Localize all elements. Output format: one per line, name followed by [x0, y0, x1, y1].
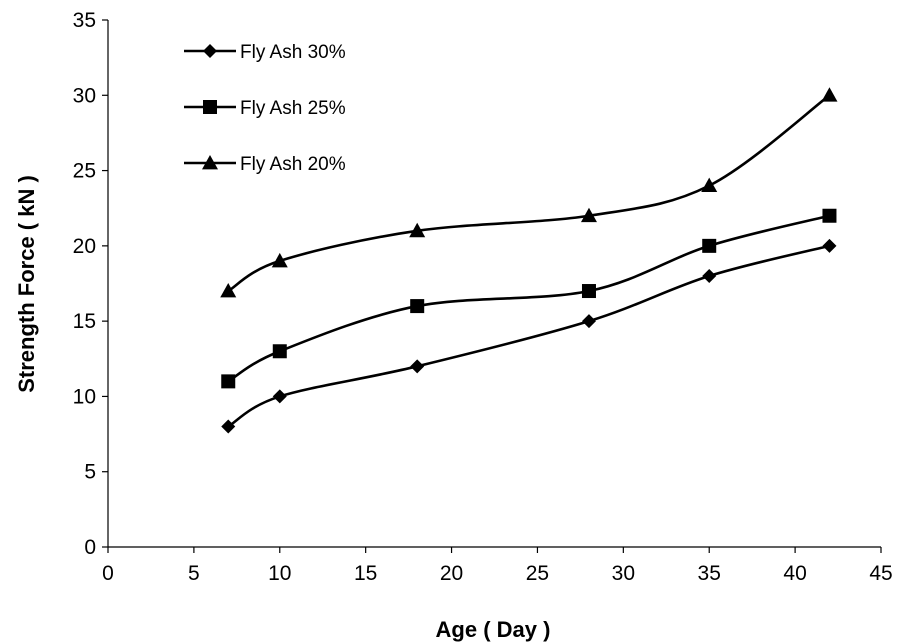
series-line [227, 214, 830, 383]
data-point [702, 238, 717, 253]
data-point [822, 208, 837, 223]
series-line [227, 94, 831, 293]
x-tick-label: 0 [102, 562, 114, 585]
data-point [271, 252, 288, 268]
x-tick-label: 30 [612, 562, 635, 585]
data-point [580, 207, 597, 223]
data-point [581, 314, 596, 329]
series-1 [221, 238, 837, 434]
y-tick-label: 0 [84, 536, 96, 559]
data-point [821, 87, 838, 102]
x-tick-label: 15 [354, 562, 377, 585]
y-tick-label: 10 [73, 385, 96, 408]
series-2 [221, 208, 837, 389]
x-tick-label: 25 [526, 562, 549, 585]
y-tick-label: 25 [73, 160, 96, 183]
x-tick-label: 40 [783, 562, 806, 585]
axes: 0 5 10 15 20 25 30 35 0 5 10 15 20 25 30 35 40 45 [73, 9, 893, 585]
legend-marker [203, 44, 217, 58]
data-point [220, 283, 237, 298]
data-point [410, 299, 425, 314]
series-group [220, 87, 838, 434]
data-point [272, 344, 287, 359]
legend-label: Fly Ash 30% [240, 42, 346, 63]
y-tick-label: 15 [73, 310, 96, 333]
data-point [410, 359, 425, 374]
legend-marker [203, 100, 217, 114]
y-axis-title: Strength Force ( kN ) [14, 175, 39, 393]
data-point [822, 238, 837, 253]
legend-entry: Fly Ash 30% [184, 42, 346, 63]
y-tick-label: 30 [73, 84, 96, 107]
legend-entry: Fly Ash 20% [184, 154, 346, 175]
legend-label: Fly Ash 20% [240, 154, 346, 175]
x-tick-label: 35 [698, 562, 721, 585]
legend-marker [202, 155, 218, 170]
y-tick-label: 5 [84, 461, 96, 484]
legend-entry: Fly Ash 25% [184, 98, 346, 119]
series-3 [220, 87, 838, 298]
data-point [272, 389, 287, 404]
y-tick-label: 20 [73, 235, 96, 258]
legend: Fly Ash 30% Fly Ash 25% Fly Ash 20% [184, 42, 346, 175]
x-tick-label: 20 [440, 562, 463, 585]
data-point [581, 284, 596, 299]
x-tick-label: 10 [268, 562, 291, 585]
y-tick-label: 35 [73, 9, 96, 32]
data-point [221, 374, 236, 389]
data-point [702, 268, 717, 283]
data-point [701, 177, 718, 193]
x-tick-label: 5 [188, 562, 200, 585]
data-point [221, 419, 236, 434]
legend-label: Fly Ash 25% [240, 98, 346, 119]
x-axis-title: Age ( Day ) [436, 617, 551, 642]
data-point [409, 222, 426, 238]
x-tick-label: 45 [869, 562, 892, 585]
